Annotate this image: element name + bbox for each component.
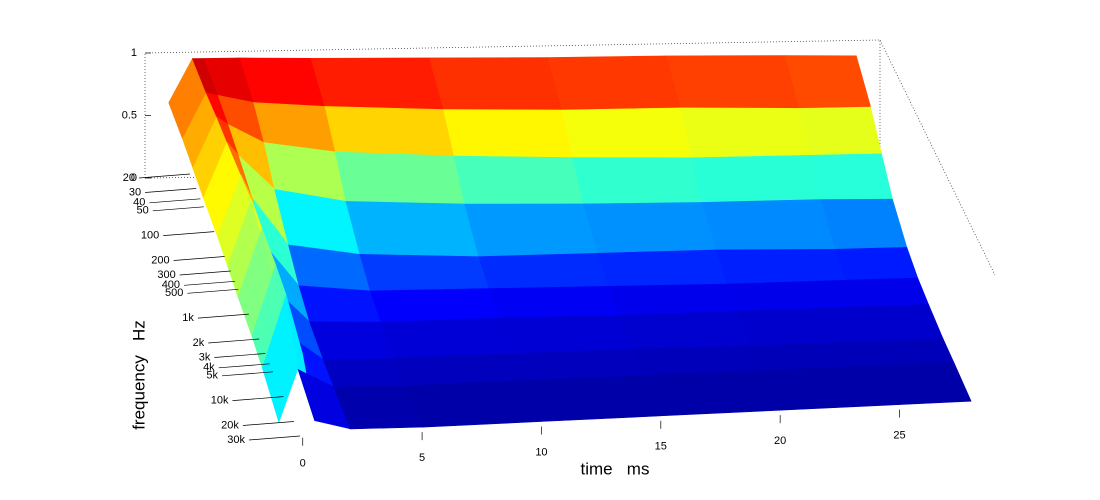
surface-cell <box>547 55 682 111</box>
surface-cell <box>298 285 382 323</box>
surface-cell <box>310 57 444 110</box>
y-tick <box>173 256 225 261</box>
surface-cell <box>881 362 972 405</box>
y-tick-label: 400 <box>162 279 180 291</box>
surface-cell <box>666 55 800 109</box>
y-tick <box>149 198 201 204</box>
y-tick <box>208 338 260 344</box>
y-tick <box>218 363 270 369</box>
y-tick-label: 20 <box>123 172 135 184</box>
surface-cell <box>820 198 908 250</box>
surface-cell <box>737 306 872 347</box>
y-tick-label: 500 <box>165 287 183 299</box>
y-tick <box>232 396 284 401</box>
y-tick <box>152 206 204 212</box>
surface-cell <box>845 277 930 308</box>
surface-cell <box>583 202 717 254</box>
surface-cell <box>513 348 645 381</box>
y-tick-label: 300 <box>157 269 175 281</box>
x-tick-label: 0 <box>300 458 306 470</box>
y-tick <box>248 435 301 441</box>
y-tick <box>163 231 215 237</box>
surface-cell <box>762 365 900 411</box>
y-tick <box>222 371 274 377</box>
surface-cell <box>404 380 542 428</box>
surface-cell <box>680 107 811 159</box>
y-tick <box>138 173 191 179</box>
surface-cell <box>691 154 822 203</box>
surface-cell <box>856 304 944 342</box>
surface-cell <box>239 57 326 107</box>
surface-cell <box>443 109 574 158</box>
surface-cell <box>871 338 955 366</box>
y-tick <box>184 280 236 286</box>
surface-cell <box>488 285 620 319</box>
y-tick-label: 100 <box>141 230 159 242</box>
y-tick-label: 5k <box>206 370 218 382</box>
surface-cell <box>309 321 396 360</box>
surface-cell <box>572 157 703 205</box>
y-tick-label: 1k <box>182 312 194 324</box>
surface-cell <box>324 106 455 157</box>
surface-cell <box>701 199 836 251</box>
surface-cell <box>345 201 480 257</box>
y-tick <box>145 188 197 193</box>
y-tick-label: 30k <box>227 434 245 446</box>
surface-cell <box>726 279 858 312</box>
y-tick-label: 30 <box>129 186 141 198</box>
y-tick-label: 3k <box>199 351 211 363</box>
y-tick <box>187 288 239 294</box>
y-tick-label: 2k <box>193 337 205 349</box>
y-tick <box>197 313 249 319</box>
surface-cell <box>784 55 872 109</box>
x-tick-label: 15 <box>655 441 667 453</box>
surface-cell <box>335 151 466 205</box>
y-tick-label: 40 <box>133 197 145 209</box>
surface-cell <box>809 153 893 200</box>
x-tick-label: 10 <box>535 446 547 458</box>
surface-cell <box>561 107 692 159</box>
y-tick-label: 50 <box>137 205 149 217</box>
y-tick <box>214 353 266 358</box>
x-tick-label: 20 <box>774 435 786 447</box>
y-tick-label: 20k <box>221 419 239 431</box>
surface-cell <box>478 252 609 289</box>
surface-cell <box>394 353 526 386</box>
y-tick-label: 200 <box>151 254 169 266</box>
z-tick-label: 0 <box>131 172 137 184</box>
axes: 203040501002003004005001k2k3k4k5k10k20k3… <box>122 47 906 470</box>
surface-cell <box>499 315 634 355</box>
y-tick-label: 4k <box>203 362 215 374</box>
x-tick-label: 25 <box>893 429 905 441</box>
surface-cell <box>799 106 882 156</box>
surface-cell <box>716 249 847 285</box>
surface-cell <box>464 203 599 257</box>
y-axis-label: frequency Hz <box>129 320 148 430</box>
surface-cell <box>322 358 406 388</box>
surface-cell <box>618 310 753 350</box>
surface-cell <box>369 288 501 323</box>
surface-cell <box>835 247 919 281</box>
surface-cell <box>607 283 739 316</box>
surface-cell <box>597 249 728 287</box>
y-tick <box>242 421 294 426</box>
y-tick <box>179 270 231 276</box>
surface-cell <box>643 370 781 417</box>
surface-cell <box>524 375 662 422</box>
z-tick-label: 0.5 <box>122 109 137 121</box>
x-axis-label: time ms <box>581 459 650 478</box>
y-tick-label: 10k <box>211 395 229 407</box>
surface-cell <box>453 155 584 205</box>
x-tick-label: 5 <box>419 452 425 464</box>
surface-cell <box>359 254 490 292</box>
surface-cell <box>380 317 515 359</box>
back-box <box>144 39 881 178</box>
surface <box>168 55 972 430</box>
z-tick-label: 1 <box>131 47 137 59</box>
surface-cell <box>429 57 563 111</box>
